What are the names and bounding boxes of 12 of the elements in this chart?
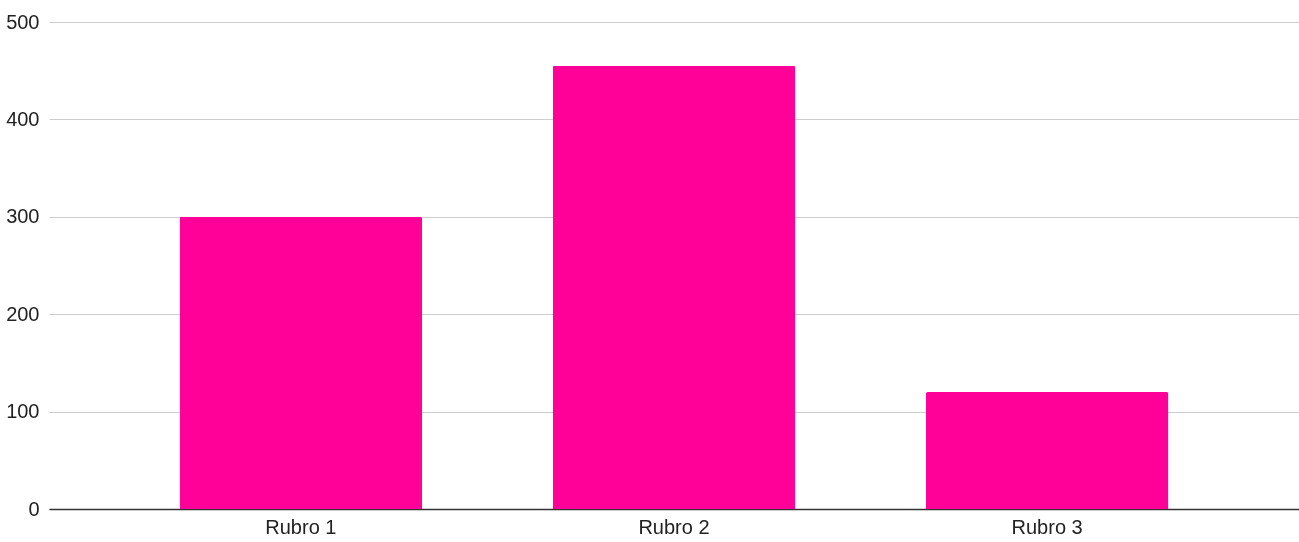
y-tick-label: 100: [6, 400, 40, 423]
x-tick-label: Rubro 2: [638, 515, 710, 538]
x-tick-label: Rubro 3: [1011, 515, 1083, 538]
bar: [552, 65, 796, 509]
bar: [925, 392, 1169, 509]
bar: [179, 216, 423, 509]
y-tick-label: 200: [6, 302, 40, 325]
x-tick-label: Rubro 1: [265, 515, 337, 538]
y-tick-label: 0: [28, 497, 40, 520]
y-tick-label: 400: [6, 107, 40, 130]
y-tick-label: 300: [6, 205, 40, 228]
y-tick-label: 500: [6, 10, 40, 33]
